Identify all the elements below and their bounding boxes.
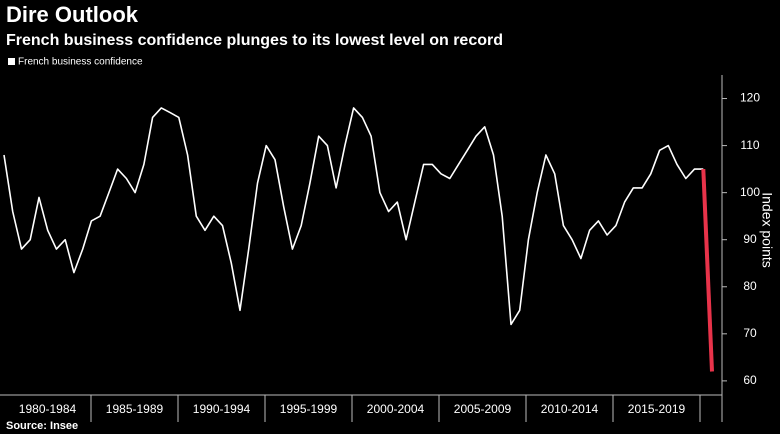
x-tick-label: 2010-2014	[541, 402, 599, 416]
y-tick-label: 90	[743, 232, 757, 246]
highlight-segment	[701, 169, 714, 372]
y-tick-label: 110	[740, 138, 759, 152]
chart-subtitle: French business confidence plunges to it…	[6, 32, 503, 49]
y-tick-label: 60	[743, 373, 757, 387]
source: Source: Insee	[6, 420, 78, 432]
x-tick-label: 1980-1984	[19, 402, 77, 416]
legend-swatch	[8, 58, 15, 65]
x-tick-label: 2005-2009	[454, 402, 512, 416]
y-tick-label: 120	[740, 91, 760, 105]
y-tick-label: 70	[743, 326, 757, 340]
line-series	[3, 107, 704, 326]
y-tick-label: 100	[740, 185, 760, 199]
x-tick-label: 2000-2004	[367, 402, 425, 416]
legend-label: French business confidence	[18, 57, 143, 68]
y-tick-label: 80	[743, 279, 757, 293]
y-axis-label: Index points	[759, 192, 775, 268]
x-tick-label: 1995-1999	[280, 402, 338, 416]
x-tick-label: 1990-1994	[193, 402, 251, 416]
chart-title: Dire Outlook	[6, 2, 139, 27]
x-tick-label: 2015-2019	[628, 402, 686, 416]
x-tick-label: 1985-1989	[106, 402, 164, 416]
